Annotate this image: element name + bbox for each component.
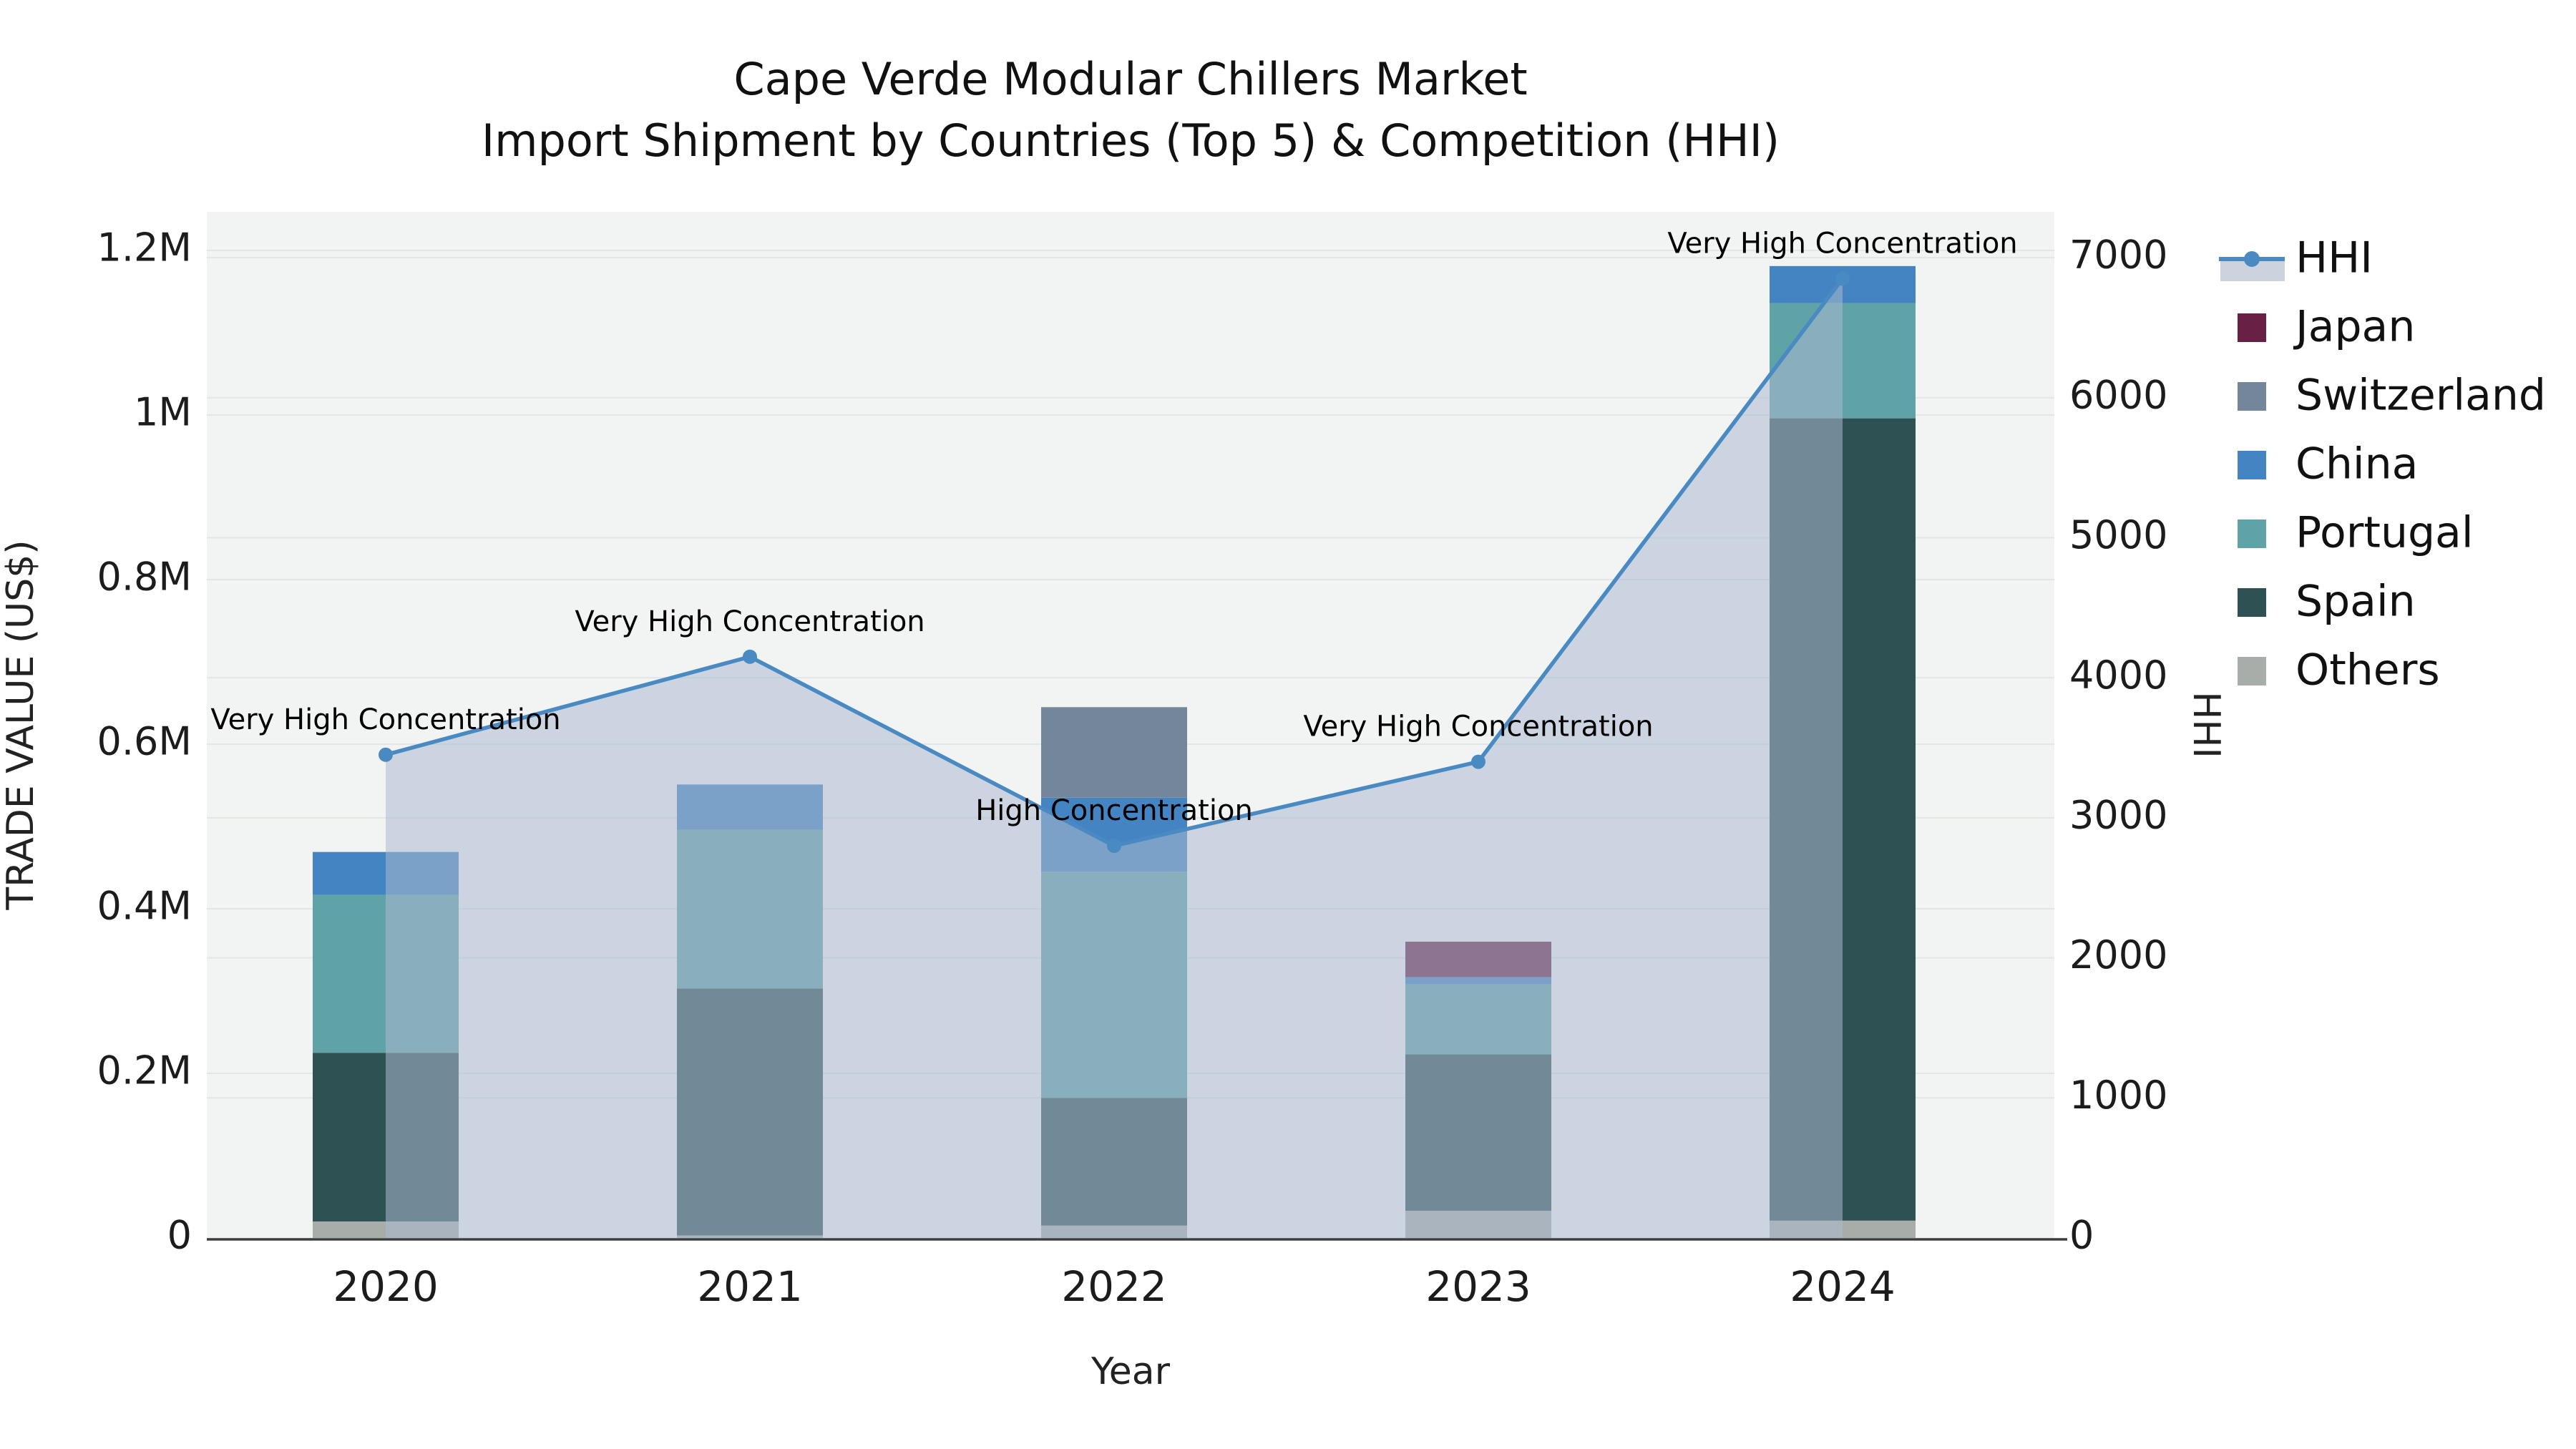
hhi-point-2024[interactable] bbox=[1835, 271, 1850, 286]
legend-swatch-icon bbox=[2238, 313, 2266, 342]
annotation-2024: Very High Concentration bbox=[1667, 227, 2017, 260]
annotation-2023: Very High Concentration bbox=[1303, 711, 1653, 743]
hhi-area-fill bbox=[386, 278, 1843, 1239]
legend-item-switzerland[interactable]: Switzerland bbox=[2238, 371, 2546, 421]
y-right-tick-label: 2000 bbox=[2069, 932, 2167, 977]
legend-swatch-icon bbox=[2238, 519, 2266, 548]
x-tick-label-2023: 2023 bbox=[1425, 1262, 1531, 1311]
legend-item-label: China bbox=[2296, 439, 2418, 489]
legend-item-portugal[interactable]: Portugal bbox=[2238, 508, 2474, 558]
hhi-point-2022[interactable] bbox=[1107, 839, 1121, 854]
annotation-2020: Very High Concentration bbox=[210, 703, 560, 736]
legend-swatch-icon bbox=[2238, 451, 2266, 479]
legend-item-label: Portugal bbox=[2296, 508, 2474, 558]
bar-2022-switzerland[interactable] bbox=[1041, 707, 1187, 798]
legend: HHI Japan Switzerland China Portugal Spain Oth… bbox=[2219, 233, 2546, 696]
legend-item-label: Others bbox=[2296, 645, 2440, 696]
legend-item-label: HHI bbox=[2296, 233, 2373, 283]
y-left-axis-title: TRADE VALUE (US$) bbox=[0, 540, 42, 910]
legend-hhi-marker-icon bbox=[2244, 251, 2260, 267]
x-tick-label-2021: 2021 bbox=[697, 1262, 803, 1311]
y-right-tick-label: 3000 bbox=[2069, 793, 2167, 838]
legend-swatch-icon bbox=[2238, 657, 2266, 686]
hhi-point-2023[interactable] bbox=[1471, 754, 1485, 769]
legend-item-label: Japan bbox=[2293, 302, 2415, 352]
legend-item-china[interactable]: China bbox=[2238, 439, 2418, 489]
y-right-tick-label: 4000 bbox=[2069, 653, 2167, 698]
y-left-tick-label: 0.6M bbox=[97, 719, 192, 764]
hhi-point-2020[interactable] bbox=[379, 747, 393, 762]
annotation-2021: Very High Concentration bbox=[575, 605, 924, 638]
y-left-tick-label: 1M bbox=[134, 390, 192, 435]
legend-item-spain[interactable]: Spain bbox=[2238, 577, 2416, 627]
y-right-axis-title: HHI bbox=[2185, 691, 2228, 758]
y-left-tick-label: 0 bbox=[167, 1213, 192, 1258]
y-left-tick-label: 1.2M bbox=[97, 225, 192, 270]
x-tick-label-2024: 2024 bbox=[1790, 1262, 1896, 1311]
legend-item-label: Switzerland bbox=[2296, 371, 2546, 421]
y-right-tick-label: 1000 bbox=[2069, 1073, 2167, 1118]
legend-item-label: Spain bbox=[2296, 577, 2416, 627]
legend-swatch-icon bbox=[2238, 588, 2266, 617]
annotation-2022: High Concentration bbox=[975, 794, 1253, 827]
hhi-point-2021[interactable] bbox=[743, 649, 757, 664]
y-right-tick-label: 0 bbox=[2069, 1213, 2094, 1258]
y-right-tick-label: 6000 bbox=[2069, 372, 2167, 417]
y-left-tick-label: 0.2M bbox=[97, 1048, 192, 1093]
legend-item-japan[interactable]: Japan bbox=[2238, 302, 2415, 352]
y-left-tick-label: 0.4M bbox=[97, 884, 192, 929]
y-left-tick-label: 0.8M bbox=[97, 555, 192, 600]
y-right-tick-label: 7000 bbox=[2069, 233, 2167, 278]
legend-swatch-icon bbox=[2238, 382, 2266, 411]
x-axis-title: Year bbox=[1091, 1350, 1171, 1393]
x-tick-label-2022: 2022 bbox=[1061, 1262, 1167, 1311]
y-right-tick-label: 5000 bbox=[2069, 512, 2167, 557]
legend-item-others[interactable]: Others bbox=[2238, 645, 2440, 696]
chart-title-line2: Import Shipment by Countries (Top 5) & C… bbox=[482, 114, 1780, 167]
x-tick-label-2020: 2020 bbox=[333, 1262, 439, 1311]
legend-item-hhi[interactable]: HHI bbox=[2219, 233, 2373, 283]
chart-title-line1: Cape Verde Modular Chillers Market bbox=[733, 53, 1527, 105]
